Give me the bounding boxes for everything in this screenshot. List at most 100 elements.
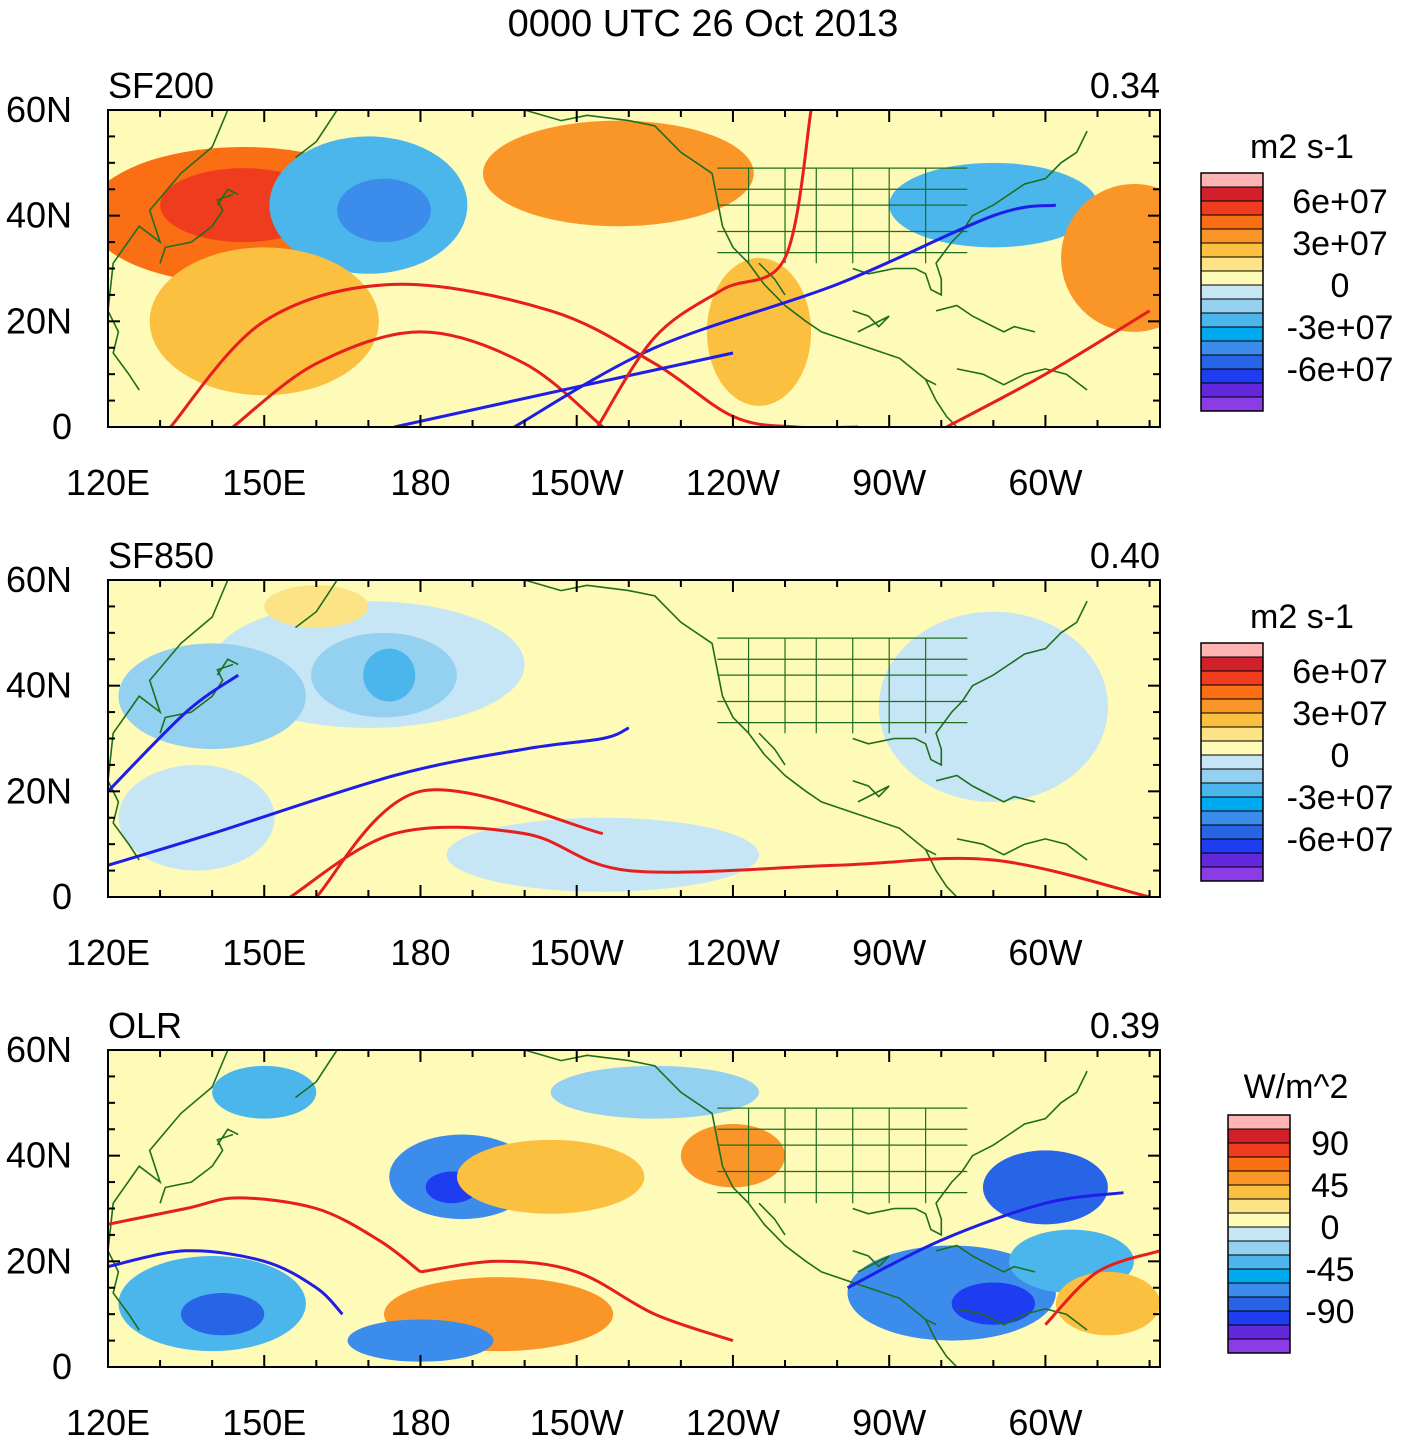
colorbar-swatch bbox=[1200, 312, 1264, 328]
colorbar-swatch bbox=[1200, 656, 1264, 672]
ticks bbox=[107, 1049, 1160, 1368]
x-tick-label: 120E bbox=[66, 1402, 150, 1439]
colorbar-swatch bbox=[1227, 1128, 1291, 1144]
colorbar-swatch bbox=[1200, 172, 1264, 188]
colorbar-swatch bbox=[1227, 1296, 1291, 1312]
coastline bbox=[852, 780, 890, 803]
colorbar-swatch bbox=[1200, 768, 1264, 784]
colorbar-swatch bbox=[1200, 726, 1264, 742]
colorbar-swatch bbox=[1200, 838, 1264, 854]
colorbar-units: m2 s-1 bbox=[1250, 598, 1354, 636]
colorbar-swatch bbox=[1200, 284, 1264, 300]
coastline bbox=[956, 1308, 1088, 1331]
ticks bbox=[107, 109, 1160, 428]
colorbar-swatch bbox=[1227, 1184, 1291, 1200]
colorbar-label: 0 bbox=[1331, 737, 1350, 775]
colorbar-swatch bbox=[1200, 712, 1264, 728]
x-tick-label: 150W bbox=[530, 932, 624, 973]
shaded-region bbox=[347, 1319, 494, 1362]
coastline bbox=[935, 304, 1036, 333]
colorbar-swatch bbox=[1200, 228, 1264, 244]
colorbar-swatch bbox=[1200, 326, 1264, 342]
shaded-region bbox=[212, 1065, 317, 1119]
colorbar-swatch bbox=[1227, 1324, 1291, 1340]
coastline bbox=[159, 663, 234, 734]
colorbar-frame bbox=[1227, 1114, 1291, 1354]
shaded-region bbox=[1055, 1271, 1160, 1336]
panel-right-label: 0.34 bbox=[1090, 65, 1160, 106]
y-tick-label: 40N bbox=[6, 1135, 72, 1176]
colorbar-swatch bbox=[1200, 382, 1264, 398]
colorbar-swatch bbox=[1200, 684, 1264, 700]
plot-area bbox=[108, 1050, 1160, 1367]
shaded-region bbox=[878, 611, 1108, 802]
colorbar-units: W/m^2 bbox=[1244, 1068, 1349, 1106]
colorbar-frame bbox=[1200, 172, 1264, 412]
colorbar-label: 90 bbox=[1311, 1125, 1349, 1163]
colorbar-frame bbox=[1200, 642, 1264, 882]
colorbar-swatch bbox=[1227, 1254, 1291, 1270]
colorbar-swatch bbox=[1200, 214, 1264, 230]
coastline bbox=[295, 580, 338, 629]
red-contour bbox=[596, 110, 813, 427]
colorbar-swatch bbox=[1200, 354, 1264, 370]
colorbar-label: 0 bbox=[1331, 267, 1350, 305]
plot-area bbox=[108, 580, 1160, 897]
coastline bbox=[295, 110, 338, 159]
coastline bbox=[758, 262, 786, 296]
colorbar-label: 0 bbox=[1321, 1209, 1340, 1247]
coastline bbox=[216, 658, 239, 676]
coastlines bbox=[108, 580, 1088, 897]
colorbar-swatch bbox=[1227, 1310, 1291, 1326]
y-tick-label: 60N bbox=[6, 1029, 72, 1070]
coastline bbox=[758, 732, 786, 766]
x-tick-label: 120E bbox=[66, 932, 150, 973]
x-tick-label: 120W bbox=[686, 462, 780, 503]
colorbar-label: -3e+07 bbox=[1287, 779, 1394, 817]
x-tick-label: 180 bbox=[390, 932, 450, 973]
colorbar-swatch bbox=[1200, 242, 1264, 258]
x-tick-label: 90W bbox=[852, 1402, 926, 1439]
shaded-region bbox=[456, 1139, 645, 1214]
x-tick-label: 60W bbox=[1008, 932, 1082, 973]
state-borders bbox=[717, 637, 968, 734]
colorbar: m2 s-1 6e+07 3e+07 0 -3e+07 -6e+07 bbox=[1200, 598, 1394, 882]
colorbar-swatch bbox=[1200, 824, 1264, 840]
blue-contour bbox=[108, 1249, 344, 1316]
x-tick-label: 180 bbox=[390, 462, 450, 503]
coastline bbox=[108, 310, 140, 391]
blue-contour bbox=[394, 351, 734, 427]
colorbar-label: -6e+07 bbox=[1287, 351, 1394, 389]
x-tick-label: 150E bbox=[222, 462, 306, 503]
shaded-region bbox=[982, 1150, 1108, 1225]
colorbar: W/m^2 90 45 0 -45 -90 bbox=[1227, 1068, 1355, 1354]
plot-area bbox=[108, 110, 1160, 427]
colorbar-swatch bbox=[1227, 1282, 1291, 1298]
colorbar-swatch bbox=[1227, 1142, 1291, 1158]
x-tick-label: 150W bbox=[530, 1402, 624, 1439]
shaded-region bbox=[118, 764, 275, 871]
figure-title: 0000 UTC 26 Oct 2013 bbox=[507, 3, 899, 45]
red-contour bbox=[108, 1196, 422, 1274]
state-borders bbox=[717, 167, 968, 264]
colorbar-label: 3e+07 bbox=[1292, 695, 1388, 733]
panel-left-label: OLR bbox=[108, 1005, 182, 1046]
x-tick-label: 120W bbox=[686, 1402, 780, 1439]
blue-contour bbox=[846, 1191, 1124, 1290]
x-tick-label: 90W bbox=[852, 932, 926, 973]
coastline bbox=[108, 110, 229, 311]
coastlines bbox=[108, 110, 1088, 427]
x-tick-label: 150E bbox=[222, 932, 306, 973]
coastline bbox=[956, 368, 1088, 391]
coastline bbox=[295, 1050, 338, 1099]
x-tick-label: 150W bbox=[530, 462, 624, 503]
coastline bbox=[159, 1133, 234, 1204]
colorbar-swatch bbox=[1227, 1170, 1291, 1186]
colorbar-swatch bbox=[1200, 852, 1264, 868]
coastline bbox=[852, 130, 1088, 297]
coastlines bbox=[108, 1050, 1088, 1367]
panel-left-label: SF850 bbox=[108, 535, 214, 576]
y-tick-label: 60N bbox=[6, 559, 72, 600]
coastline bbox=[216, 1128, 239, 1146]
